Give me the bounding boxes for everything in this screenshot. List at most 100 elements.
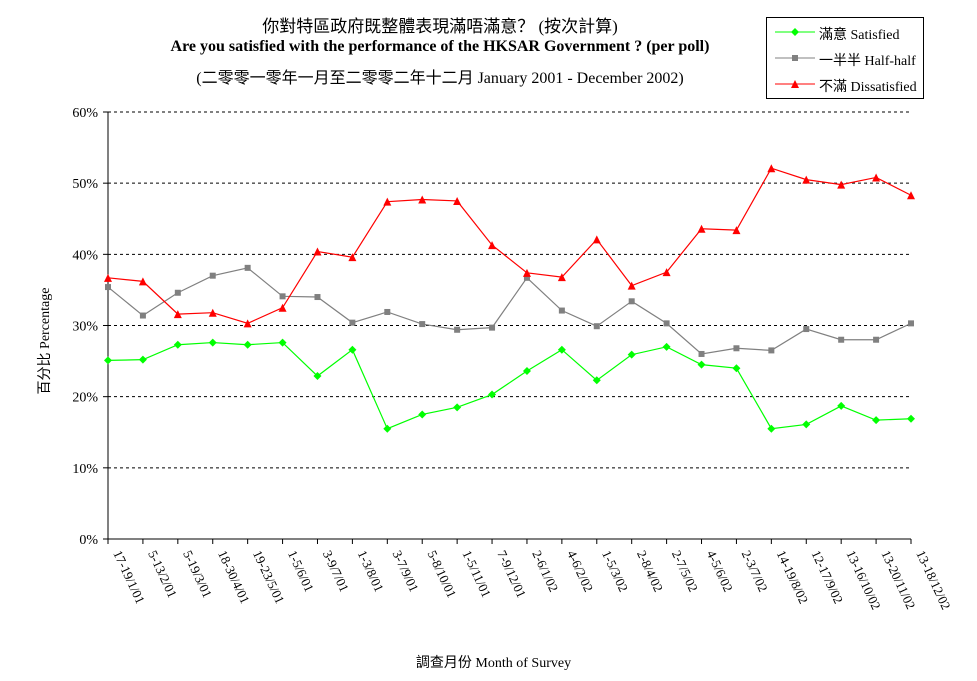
chart-date-range: (二零零一零年一月至二零零二年十二月 January 2001 - Decemb… [196, 70, 684, 87]
x-tick-label: 12-17/9/02 [809, 548, 847, 606]
data-point-half-half [593, 323, 600, 330]
data-point-dissatisfied [697, 224, 706, 233]
legend-item-half-half: 一半半 Half-half [773, 48, 923, 69]
legend-marker-dissatisfied [775, 80, 815, 88]
data-point-dissatisfied [104, 273, 112, 282]
data-point-satisfied [837, 401, 846, 410]
series-line-2 [107, 167, 912, 325]
x-tick-label: 1-3/8/01 [355, 548, 387, 594]
data-point-dissatisfied [627, 281, 636, 290]
data-point-dissatisfied [313, 247, 322, 256]
data-point-dissatisfied [592, 235, 601, 244]
legend-item-dissatisfied: 不滿 Dissatisfied [773, 74, 923, 95]
data-point-half-half [105, 284, 111, 291]
x-tick-label: 2-7/5/02 [669, 548, 701, 594]
data-point-satisfied [662, 342, 671, 351]
y-tick-label: 10% [72, 462, 98, 477]
chart-title-chinese: 你對特區政府既整體表現滿唔滿意？ (按次計算) [262, 17, 618, 36]
data-point-half-half [454, 326, 461, 333]
x-axis-title: 調查月份 Month of Survey [415, 656, 572, 671]
data-point-dissatisfied [907, 191, 915, 200]
y-tick-label: 30% [72, 320, 98, 335]
x-tick-label: 1-5/6/01 [285, 548, 317, 594]
series-line-1 [107, 267, 912, 355]
data-point-half-half [908, 320, 914, 327]
data-point-satisfied [383, 424, 392, 433]
data-point-satisfied [697, 360, 706, 369]
data-point-half-half [768, 347, 775, 354]
x-tick-label: 14-19/8/02 [774, 548, 812, 606]
data-point-satisfied [872, 416, 881, 425]
legend-label-satisfied: 滿意 Satisfied [819, 28, 900, 43]
data-point-satisfied [418, 410, 427, 419]
x-tick-label: 4-6/2/02 [564, 548, 596, 594]
data-point-dissatisfied [732, 226, 741, 235]
legend-marker-satisfied [775, 28, 815, 36]
y-tick-label: 40% [72, 248, 98, 263]
data-point-half-half [489, 324, 496, 331]
y-tick-label: 60% [72, 106, 98, 121]
chart-title-english: Are you satisfied with the performance o… [170, 38, 710, 55]
data-point-half-half [139, 312, 146, 319]
data-point-satisfied [767, 424, 776, 433]
data-point-satisfied [453, 403, 462, 412]
data-point-dissatisfied [208, 308, 217, 317]
data-point-dissatisfied [557, 273, 566, 282]
data-point-satisfied [627, 350, 636, 359]
data-point-satisfied [557, 345, 566, 354]
x-tick-label: 13-16/10/02 [843, 548, 883, 612]
data-point-half-half [244, 264, 251, 271]
data-point-dissatisfied [802, 175, 811, 184]
data-point-dissatisfied [173, 310, 182, 319]
data-point-dissatisfied [383, 197, 392, 206]
data-point-half-half [174, 289, 181, 296]
data-point-dissatisfied [522, 268, 531, 277]
legend-marker-half-half [775, 55, 815, 61]
data-point-dissatisfied [138, 277, 147, 286]
data-point-half-half [349, 319, 356, 326]
x-tick-label: 4-5/6/02 [704, 548, 736, 594]
data-point-dissatisfied [348, 253, 357, 262]
data-point-satisfied [138, 355, 147, 364]
x-tick-label: 13-20/11/02 [878, 548, 918, 612]
data-point-dissatisfied [837, 180, 846, 189]
x-tick-label: 2-8/4/02 [634, 548, 666, 594]
data-point-dissatisfied [767, 164, 776, 173]
y-axis-title-text: 百分比 Percentage [38, 287, 53, 395]
data-point-half-half [558, 307, 565, 314]
x-tick-label: 19-23/5/01 [250, 548, 288, 606]
data-point-dissatisfied [488, 241, 497, 250]
data-point-half-half [838, 336, 845, 343]
data-point-half-half [419, 321, 426, 328]
data-point-satisfied [488, 390, 497, 399]
data-point-satisfied [278, 338, 287, 347]
x-tick-label: 17-19/1/01 [110, 548, 148, 606]
legend-item-satisfied: 滿意 Satisfied [773, 22, 923, 43]
data-point-dissatisfied [278, 303, 287, 312]
legend-label-half-half: 一半半 Half-half [819, 54, 916, 69]
data-point-satisfied [313, 372, 322, 381]
data-point-dissatisfied [662, 268, 671, 277]
data-point-half-half [279, 293, 286, 300]
x-tick-label: 18-30/4/01 [215, 548, 253, 606]
data-point-satisfied [348, 345, 357, 354]
x-tick-label: 5-19/3/01 [180, 548, 215, 600]
data-point-half-half [733, 345, 740, 352]
x-tick-label: 2-6/1/02 [529, 548, 561, 594]
data-point-half-half [384, 308, 391, 315]
y-tick-label: 20% [72, 391, 98, 406]
x-tick-label: 2-3/7/02 [739, 548, 771, 594]
data-point-satisfied [173, 340, 182, 349]
y-tick-label: 0% [79, 533, 98, 548]
x-tick-label: 13-18/12/02 [913, 548, 953, 612]
data-point-satisfied [802, 420, 811, 429]
data-point-half-half [523, 274, 530, 281]
data-point-half-half [314, 294, 321, 301]
data-point-satisfied [243, 340, 252, 349]
x-tick-label: 1-5/3/02 [599, 548, 631, 594]
data-point-dissatisfied [872, 173, 881, 182]
data-point-half-half [873, 336, 880, 343]
legend-label-dissatisfied: 不滿 Dissatisfied [819, 80, 917, 95]
data-point-dissatisfied [418, 195, 427, 204]
data-point-satisfied [208, 338, 217, 347]
